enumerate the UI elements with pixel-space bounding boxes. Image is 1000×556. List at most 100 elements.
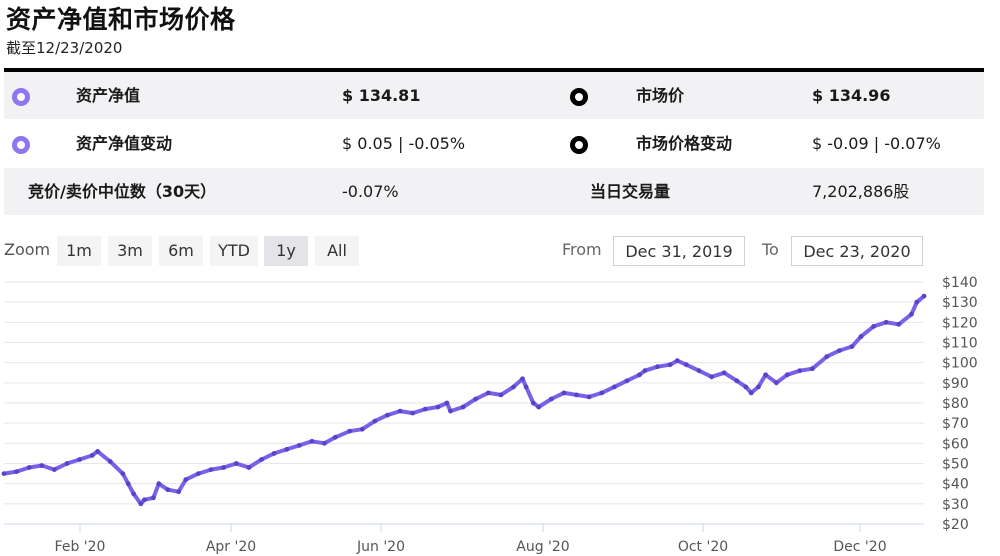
nav-price-point xyxy=(763,372,768,378)
nav-price-point xyxy=(574,392,579,398)
nav-price-point xyxy=(372,418,378,424)
nav-price-point xyxy=(909,311,914,317)
nav-price-point xyxy=(196,471,201,476)
zoom-1y-button[interactable]: 1y xyxy=(264,236,308,266)
nav-price-point xyxy=(637,372,642,378)
nav-price-point xyxy=(810,366,815,372)
nav-price-point xyxy=(473,396,479,402)
nav-price-point xyxy=(208,467,214,472)
chart-axes: $20 $30 $40 $50 $60 $70 $80 $90 $100 $110 $120 $130… xyxy=(4,275,978,555)
nav-price-point xyxy=(624,378,630,384)
y-tick-label: $60 xyxy=(942,436,969,452)
nav-price-point xyxy=(422,406,428,412)
nav-price-point xyxy=(347,428,353,434)
market-label: 市场价 xyxy=(636,86,685,105)
x-tick-label: Apr '20 xyxy=(206,539,256,555)
nav-price-point xyxy=(138,501,144,507)
market-change-icon xyxy=(570,136,588,154)
nav-price-point xyxy=(599,390,605,396)
nav-price-point xyxy=(561,390,567,396)
nav-price-point xyxy=(26,465,32,470)
stats-table: 资产净值 $ 134.81 市场价 $ 134.96 资产净值变动 $ 0.05… xyxy=(4,68,984,216)
market-legend-icon xyxy=(570,88,588,106)
x-tick-label: Oct '20 xyxy=(678,539,728,555)
chart-grid xyxy=(4,281,924,525)
nav-price-point xyxy=(176,489,182,495)
nav-price-point xyxy=(743,384,749,390)
nav-price-chart: $20 $30 $40 $50 $60 $70 $80 $90 $100 $110 $120 $130… xyxy=(1,275,978,555)
y-tick-label: $50 xyxy=(942,457,969,473)
y-tick-label: $120 xyxy=(942,315,978,331)
nav-price-point xyxy=(683,362,689,368)
range-from-input[interactable] xyxy=(613,236,745,266)
nav-price-point xyxy=(520,376,525,382)
nav-price-point xyxy=(107,459,113,464)
nav-price-point xyxy=(774,380,779,386)
nav-price-point xyxy=(131,491,137,497)
nav-price-point xyxy=(77,457,82,462)
range-from-label: From xyxy=(562,240,602,259)
nav-price-point xyxy=(95,449,100,454)
nav-change-icon xyxy=(12,136,30,154)
chart-series xyxy=(1,293,927,507)
nav-price-point xyxy=(734,378,740,384)
nav-price-point xyxy=(233,461,239,466)
nav-price-point xyxy=(142,497,147,503)
nav-price-line xyxy=(2,294,926,506)
nav-price-point xyxy=(858,334,864,339)
nav-price-point xyxy=(410,410,416,416)
zoom-6m-button[interactable]: 6m xyxy=(159,236,203,266)
nav-price-point xyxy=(921,293,927,299)
nav-label: 资产净值 xyxy=(76,86,141,105)
y-tick-label: $100 xyxy=(942,356,978,372)
nav-price-point xyxy=(784,372,790,378)
nav-price-point xyxy=(914,299,920,305)
volume-value: 7,202,886股 xyxy=(812,182,910,201)
as-of-date: 截至12/23/2020 xyxy=(6,39,123,57)
zoom-all-button[interactable]: All xyxy=(315,236,359,266)
stats-row-change: 资产净值变动 $ 0.05 | -0.05% 市场价格变动 $ -0.09 | … xyxy=(4,120,984,168)
nav-price-point xyxy=(397,408,403,414)
nav-price-point xyxy=(125,481,131,487)
nav-price-point xyxy=(183,477,189,482)
nav-price-point xyxy=(385,412,390,418)
nav-price-point xyxy=(536,404,542,410)
nav-price-point xyxy=(655,364,660,370)
nav-price-point xyxy=(271,451,277,456)
nav-price-point xyxy=(259,457,264,462)
nav-price-point xyxy=(296,443,302,448)
zoom-1m-button[interactable]: 1m xyxy=(57,236,101,266)
market-change-label: 市场价格变动 xyxy=(636,134,733,153)
nav-price-point xyxy=(284,447,290,452)
nav-price-point xyxy=(511,384,516,390)
nav-price-point xyxy=(444,400,450,406)
y-tick-label: $20 xyxy=(942,517,969,533)
nav-price-point xyxy=(748,390,754,396)
x-tick-label: Dec '20 xyxy=(833,539,886,555)
nav-price-point xyxy=(896,321,902,327)
nav-price-point xyxy=(448,408,453,414)
volume-label: 当日交易量 xyxy=(590,182,671,201)
market-change-value: $ -0.09 | -0.07% xyxy=(812,134,941,153)
nav-price-point xyxy=(460,404,466,410)
nav-price-point xyxy=(89,453,95,458)
nav-price-point xyxy=(322,440,327,446)
stats-row-price: 资产净值 $ 134.81 市场价 $ 134.96 xyxy=(4,72,984,120)
range-to-input[interactable] xyxy=(791,236,923,266)
zoom-ytd-button[interactable]: YTD xyxy=(210,236,258,266)
y-tick-label: $70 xyxy=(942,416,969,432)
nav-price-point xyxy=(824,354,830,359)
nav-price-point xyxy=(756,384,761,390)
nav-price-point xyxy=(52,467,57,472)
x-tick-label: Aug '20 xyxy=(516,539,569,555)
nav-change-label: 资产净值变动 xyxy=(76,134,173,153)
nav-price-point xyxy=(151,495,156,501)
nav-price-point xyxy=(548,396,554,402)
nav-price-point xyxy=(523,384,529,390)
nav-price-point xyxy=(611,384,617,390)
y-tick-label: $80 xyxy=(942,396,969,412)
zoom-3m-button[interactable]: 3m xyxy=(108,236,152,266)
nav-price-point xyxy=(332,434,338,440)
range-to-label: To xyxy=(762,240,779,259)
spread-label: 竞价/卖价中位数（30天） xyxy=(28,182,217,201)
